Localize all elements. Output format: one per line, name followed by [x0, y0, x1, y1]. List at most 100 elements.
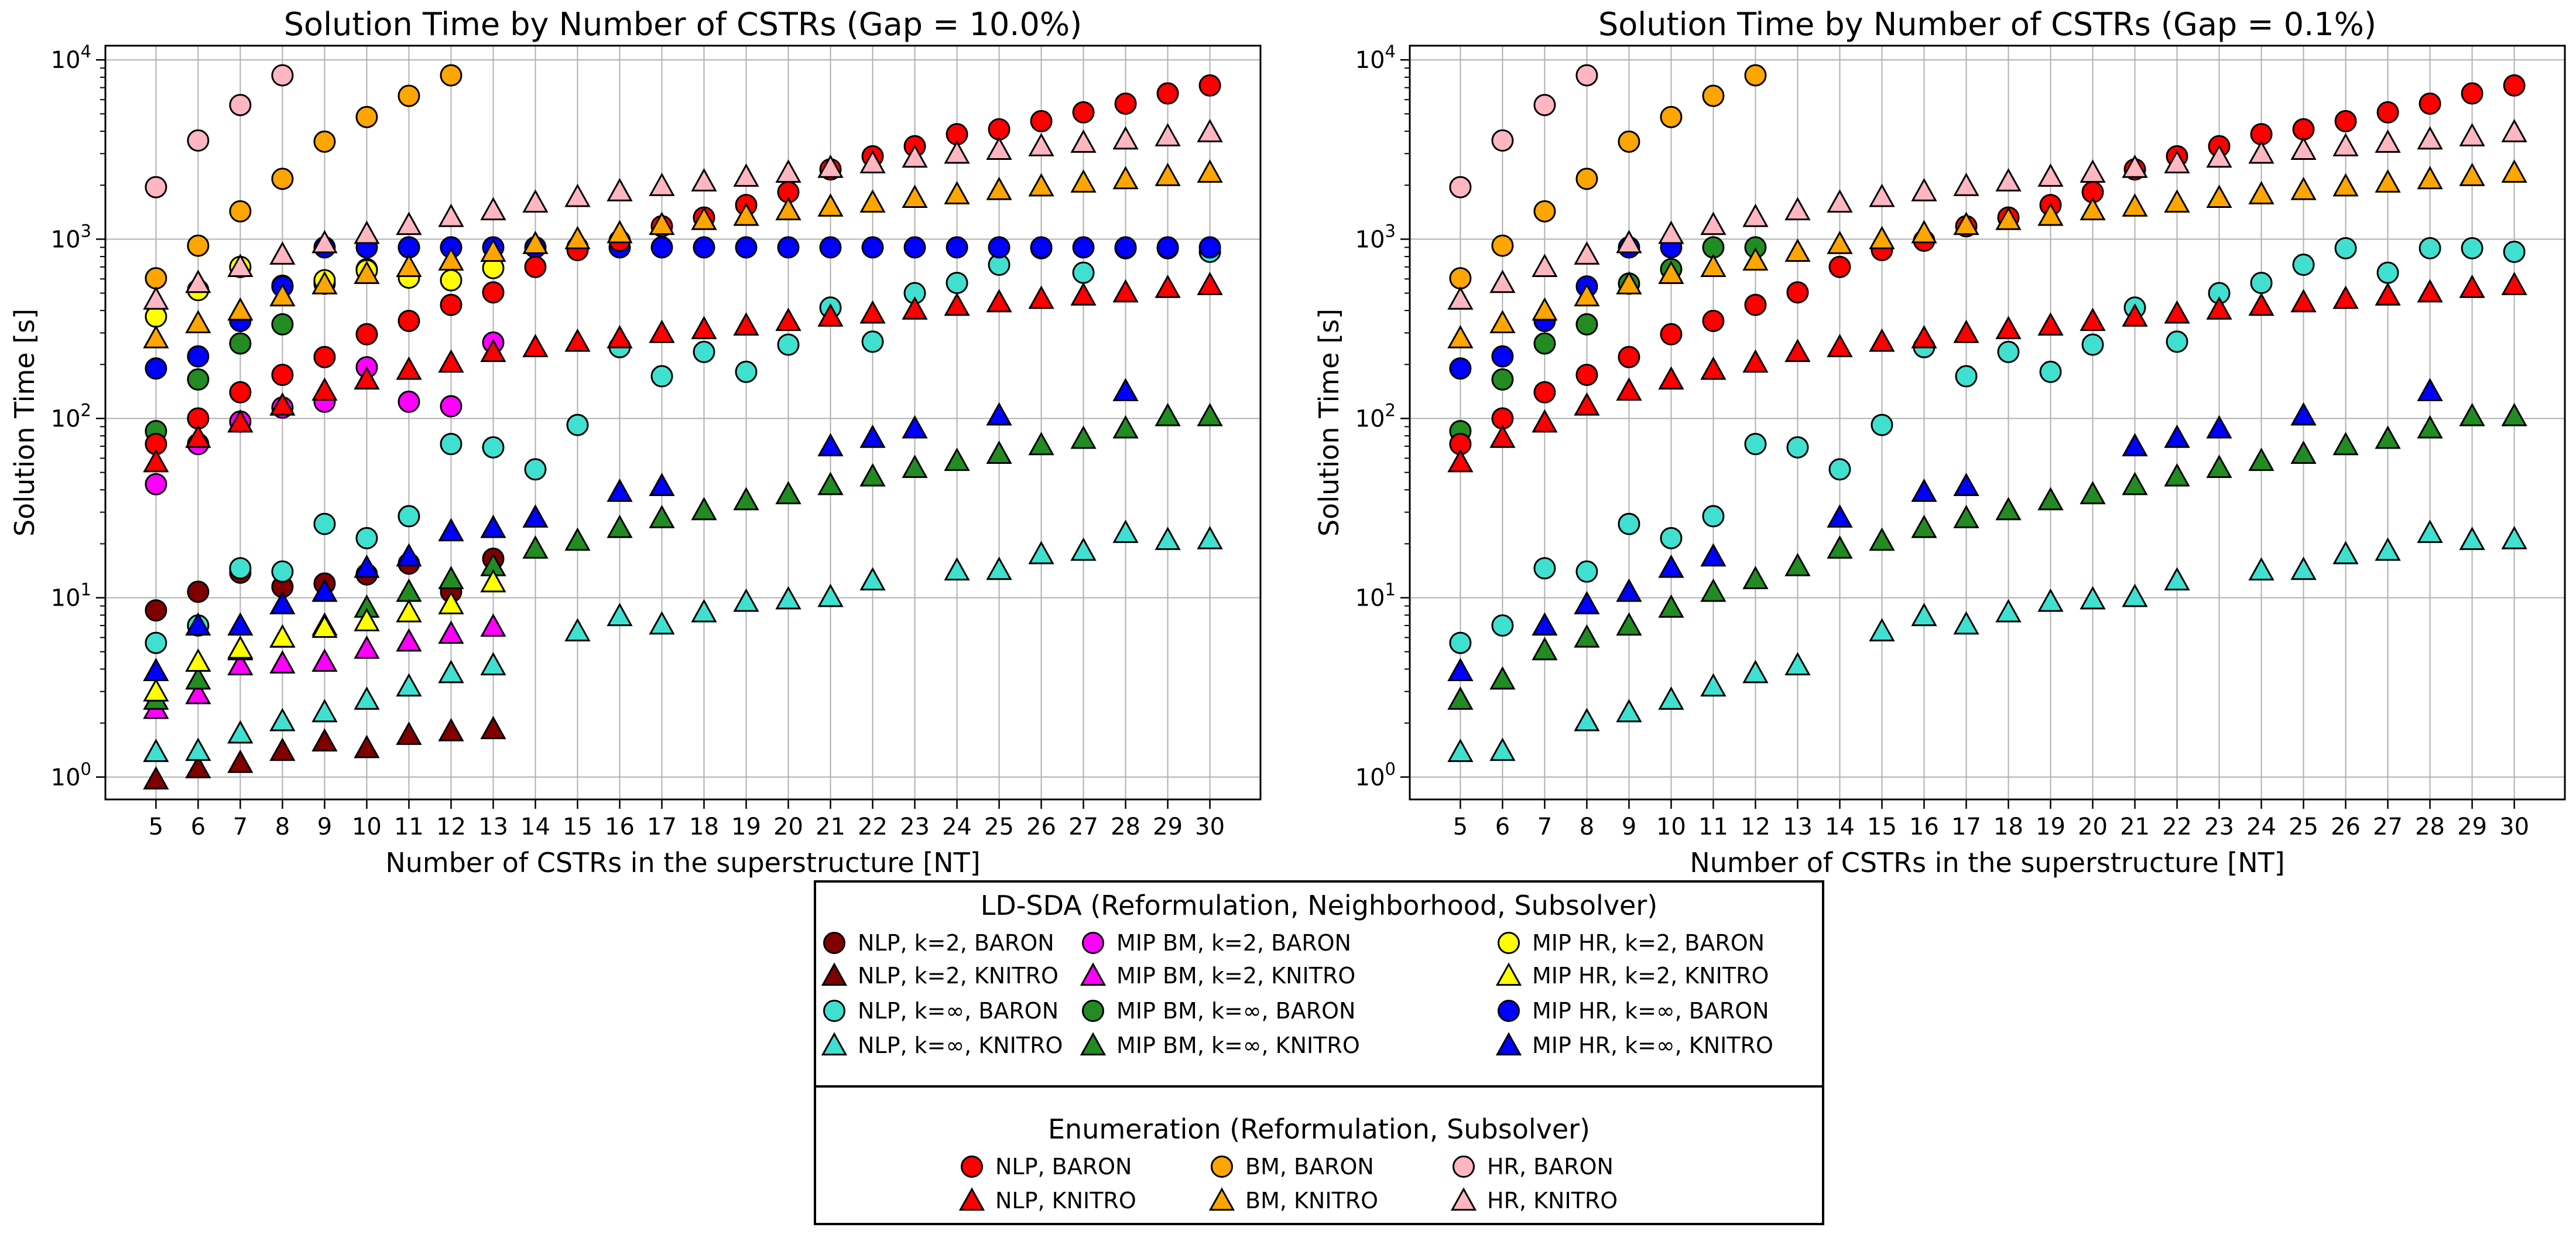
data-point-nlp-knitro: [2248, 292, 2274, 316]
data-point-mip-bm-k-inf-knitro: [2248, 447, 2274, 471]
data-point-nlp-k-inf-knitro: [269, 707, 296, 731]
data-point-nlp-baron: [988, 118, 1010, 141]
data-point-mip-bm-k-inf-knitro: [522, 535, 549, 559]
x-tick-label: 13: [1783, 813, 1813, 840]
data-point-nlp-baron: [1828, 255, 1851, 278]
data-point-mip-bm-k-inf-knitro: [2037, 487, 2064, 511]
data-point-nlp-k-inf-knitro: [2290, 556, 2317, 580]
data-point-bm-baron: [229, 200, 252, 223]
y-tick-label: 100: [51, 759, 91, 791]
data-point-nlp-baron: [1660, 323, 1683, 346]
x-tick-label: 18: [1993, 813, 2023, 840]
data-point-hr-knitro: [691, 168, 717, 192]
legend-label: NLP, k=∞, BARON: [858, 998, 1059, 1024]
data-point-nlp-knitro: [817, 303, 844, 327]
data-point-hr-knitro: [1028, 132, 1054, 156]
data-point-nlp-k-2-knitro: [354, 734, 380, 758]
data-point-mip-hr-k-inf-knitro: [1112, 378, 1139, 402]
legend-marker: [961, 1156, 983, 1178]
y-tick-exponent: 4: [81, 42, 91, 61]
data-point-nlp-knitro: [480, 339, 506, 363]
data-point-mip-bm-k-inf-knitro: [649, 505, 675, 528]
data-point-nlp-k-inf-baron: [1449, 631, 1472, 654]
data-point-nlp-k-inf-baron: [355, 527, 378, 549]
data-point-mip-bm-k-2-knitro: [438, 620, 464, 644]
data-point-mip-hr-k-inf-knitro: [2290, 402, 2317, 426]
legend-entry-mip-bm-k-2-baron: MIP BM, k=2, BARON: [1082, 930, 1351, 956]
data-point-nlp-baron: [2334, 110, 2357, 132]
data-point-mip-hr-k-inf-baron: [777, 236, 800, 259]
data-point-nlp-k-2-knitro: [438, 717, 464, 741]
legend-entry-mip-hr-k-2-knitro: MIP HR, k=2, KNITRO: [1495, 962, 1769, 989]
data-point-nlp-k-inf-knitro: [1112, 519, 1139, 543]
x-tick-label: 23: [900, 813, 930, 840]
data-point-nlp-knitro: [986, 289, 1012, 313]
data-point-mip-hr-k-inf-knitro: [649, 473, 675, 497]
x-tick-label: 11: [1698, 813, 1728, 840]
data-point-nlp-k-inf-baron: [2503, 240, 2526, 263]
data-point-hr-knitro: [1911, 177, 1937, 201]
data-point-bm-knitro: [1155, 162, 1181, 186]
data-point-nlp-k-inf-knitro: [2122, 583, 2148, 607]
data-point-nlp-baron: [2419, 92, 2441, 115]
legend-marker: [821, 1032, 848, 1056]
data-point-nlp-k-inf-knitro: [1028, 541, 1054, 565]
x-tick-label: 15: [1867, 813, 1897, 840]
data-point-nlp-k-inf-baron: [861, 330, 884, 353]
data-point-mip-hr-k-inf-baron: [861, 236, 884, 259]
data-point-nlp-knitro: [2206, 296, 2232, 320]
data-point-hr-knitro: [859, 150, 886, 173]
y-tick-exponent: 0: [1385, 759, 1396, 779]
data-point-nlp-k-inf-baron: [777, 333, 800, 356]
x-tick-label: 15: [563, 813, 592, 840]
y-tick-base: 10: [1355, 405, 1385, 432]
data-point-nlp-knitro: [1784, 339, 1811, 363]
data-point-nlp-k-inf-knitro: [775, 586, 801, 610]
data-point-mip-hr-k-inf-knitro: [1953, 473, 1979, 497]
x-axis-label: Number of CSTRs in the superstructure [N…: [385, 847, 980, 879]
data-point-mip-hr-k-inf-baron: [946, 236, 968, 259]
data-point-nlp-knitro: [1028, 285, 1054, 309]
data-point-nlp-k-inf-baron: [524, 458, 547, 481]
data-point-mip-bm-k-inf-knitro: [185, 666, 211, 690]
data-point-mip-hr-k-inf-knitro: [902, 415, 928, 439]
series-nlp-k-inf-baron: [1449, 237, 2526, 654]
data-point-nlp-knitro: [2037, 312, 2064, 336]
data-point-nlp-k-inf-knitro: [2459, 527, 2485, 551]
x-tick-label: 12: [436, 813, 466, 840]
data-point-nlp-k-inf-knitro: [859, 567, 886, 591]
legend-marker: [1208, 1187, 1235, 1211]
data-point-hr-knitro: [269, 241, 296, 265]
legend-marker: [1082, 1000, 1104, 1022]
data-point-hr-knitro: [1155, 122, 1181, 146]
data-point-nlp-k-inf-knitro: [1616, 699, 1642, 723]
data-point-nlp-baron: [1702, 309, 1725, 332]
data-point-mip-bm-k-inf-knitro: [1827, 535, 1853, 559]
legend-label: MIP HR, k=∞, BARON: [1532, 998, 1769, 1024]
data-point-mip-hr-k-inf-knitro: [185, 612, 211, 636]
data-point-nlp-k-inf-knitro: [438, 659, 464, 683]
y-tick-base: 10: [1355, 585, 1385, 612]
legend-entry-mip-bm-k-inf-knitro: MIP BM, k=∞, KNITRO: [1080, 1032, 1360, 1058]
data-point-nlp-knitro: [438, 349, 464, 373]
x-tick-label: 20: [2078, 813, 2108, 840]
data-point-mip-bm-k-inf-knitro: [691, 497, 717, 521]
legend-marker: [1082, 932, 1104, 954]
data-point-mip-bm-k-2-baron: [440, 395, 463, 418]
series-group: [143, 64, 1223, 789]
x-tick-label: 19: [2036, 813, 2065, 840]
data-point-mip-hr-k-2-knitro: [269, 624, 296, 648]
data-point-hr-knitro: [2080, 159, 2106, 183]
legend-entry-enum-hr-knitro: HR, KNITRO: [1450, 1187, 1618, 1214]
data-point-mip-hr-k-2-knitro: [354, 607, 380, 631]
data-point-mip-hr-k-inf-baron: [693, 236, 715, 259]
data-point-bm-knitro: [311, 271, 338, 295]
x-tick-label: 24: [2246, 813, 2276, 840]
data-point-nlp-knitro: [227, 409, 254, 433]
data-point-bm-knitro: [944, 181, 970, 204]
legend-entry-mip-hr-k-2-baron: MIP HR, k=2, BARON: [1498, 930, 1765, 956]
data-point-mip-bm-k-inf-knitro: [1616, 612, 1642, 636]
data-point-mip-bm-k-inf-knitro: [1532, 637, 1558, 661]
y-axis-label: Solution Time [s]: [1313, 309, 1345, 536]
data-point-nlp-baron: [229, 381, 252, 404]
